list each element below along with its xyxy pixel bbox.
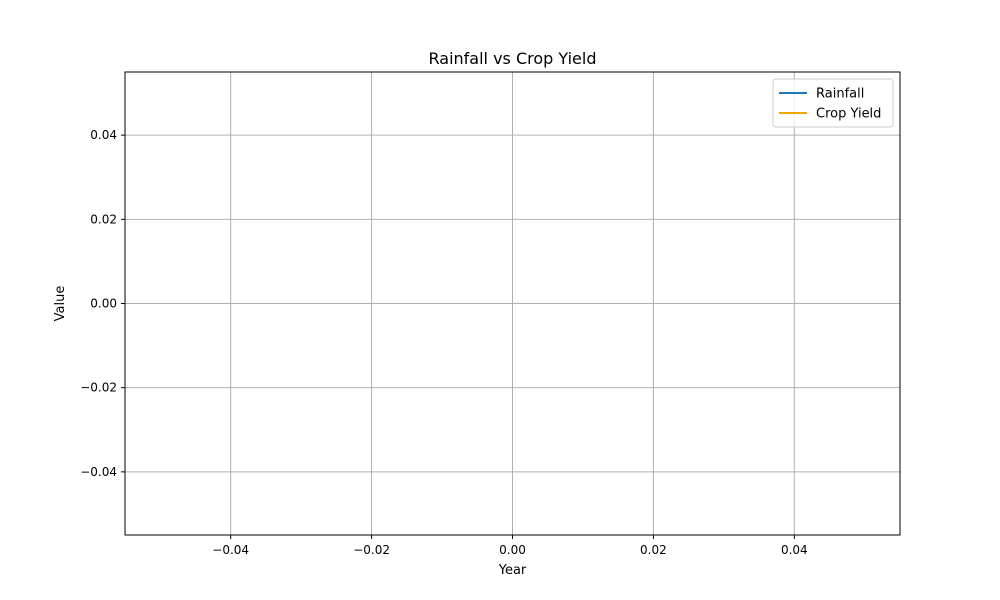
y-tick-label: −0.02 bbox=[80, 381, 117, 395]
y-axis-label: Value bbox=[53, 286, 68, 322]
x-tick-label: −0.04 bbox=[212, 543, 249, 557]
y-tick-label: 0.00 bbox=[90, 297, 117, 311]
legend-label-0: Rainfall bbox=[816, 87, 864, 102]
x-axis-label: Year bbox=[498, 563, 527, 578]
y-tick-label: 0.02 bbox=[90, 212, 117, 226]
y-tick-label: −0.04 bbox=[80, 465, 117, 479]
legend-label-1: Crop Yield bbox=[816, 107, 881, 122]
grid-layer bbox=[125, 72, 900, 535]
x-tick-label: −0.02 bbox=[353, 543, 390, 557]
legend-box bbox=[772, 78, 894, 128]
chart-title: Rainfall vs Crop Yield bbox=[429, 49, 597, 68]
x-tick-label: 0.04 bbox=[781, 543, 808, 557]
legend: Rainfall Crop Yield bbox=[772, 78, 894, 128]
x-tick-label: 0.02 bbox=[640, 543, 667, 557]
y-tick-label: 0.04 bbox=[90, 128, 117, 142]
y-axis: −0.04 −0.02 0.00 0.02 0.04 bbox=[80, 128, 125, 479]
x-axis: −0.04 −0.02 0.00 0.02 0.04 bbox=[212, 535, 808, 557]
x-tick-label: 0.00 bbox=[499, 543, 526, 557]
